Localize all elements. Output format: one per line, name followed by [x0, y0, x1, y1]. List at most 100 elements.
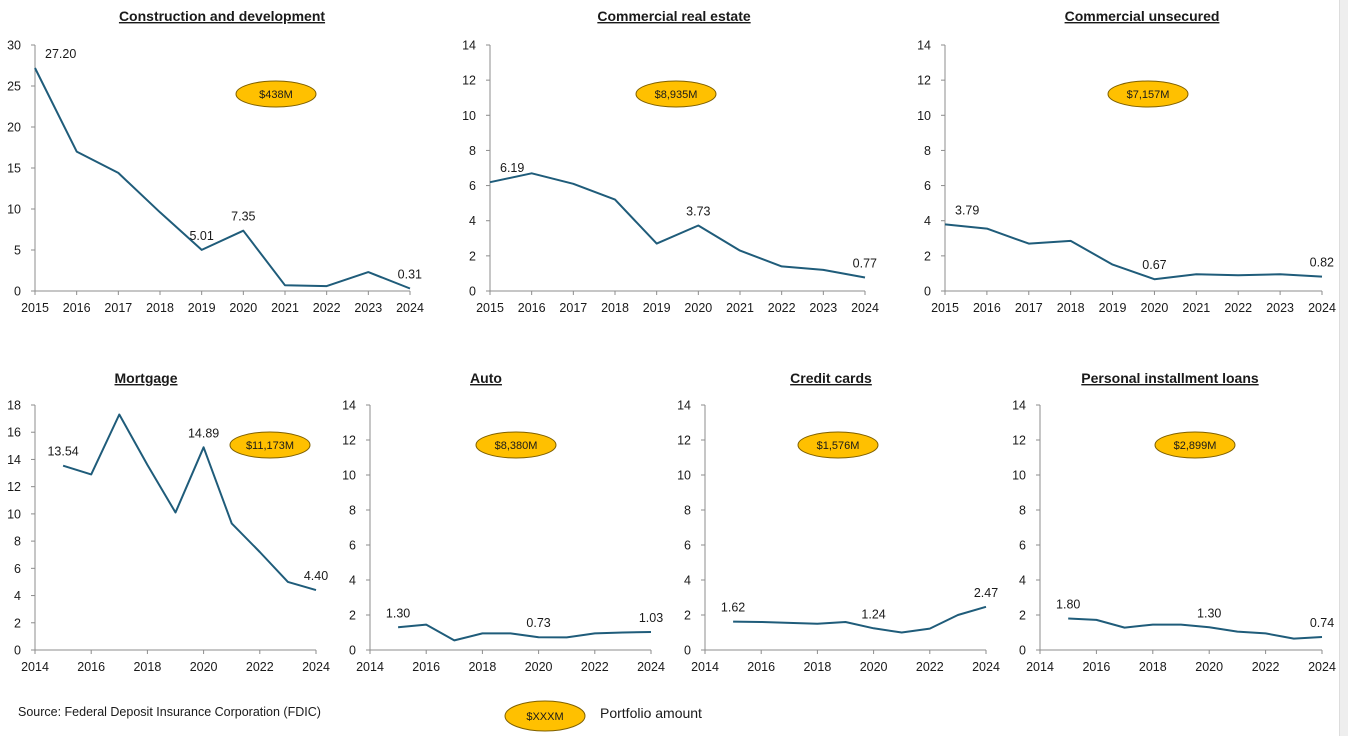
data-label: 6.19 — [500, 161, 524, 175]
y-tick-label: 6 — [14, 562, 21, 576]
data-label: 0.67 — [1142, 258, 1166, 272]
x-tick-label: 2022 — [1224, 301, 1252, 315]
x-tick-label: 2016 — [973, 301, 1001, 315]
y-tick-label: 16 — [7, 426, 21, 440]
y-tick-label: 4 — [924, 214, 931, 228]
y-tick-label: 8 — [924, 144, 931, 158]
y-tick-label: 14 — [677, 399, 691, 413]
y-tick-label: 8 — [1019, 504, 1026, 518]
y-tick-label: 2 — [684, 609, 691, 623]
y-tick-label: 10 — [462, 109, 476, 123]
x-tick-label: 2018 — [146, 301, 174, 315]
x-tick-label: 2022 — [768, 301, 796, 315]
y-tick-label: 12 — [1012, 434, 1026, 448]
data-label: 3.73 — [686, 204, 710, 218]
badge-label: $2,899M — [1174, 440, 1217, 452]
chart-title: Construction and development — [119, 8, 325, 24]
chart-title: Commercial real estate — [597, 8, 751, 24]
y-tick-label: 10 — [342, 469, 356, 483]
data-label: 0.31 — [398, 267, 422, 281]
chart-title: Mortgage — [115, 370, 178, 386]
x-tick-label: 2024 — [1308, 660, 1336, 674]
chart-title: Credit cards — [790, 370, 872, 386]
y-tick-label: 2 — [14, 616, 21, 630]
data-label: 1.62 — [721, 601, 745, 615]
chart-title: Commercial unsecured — [1065, 8, 1220, 24]
badge-label: $8,935M — [655, 89, 698, 101]
y-tick-label: 30 — [7, 39, 21, 53]
x-tick-label: 2016 — [412, 660, 440, 674]
series-line — [398, 623, 652, 642]
series-line — [62, 413, 317, 592]
y-tick-label: 8 — [684, 504, 691, 518]
y-tick-label: 0 — [14, 644, 21, 658]
y-tick-label: 12 — [342, 434, 356, 448]
legend-badge-ellipse — [504, 700, 586, 732]
y-tick-label: 0 — [684, 644, 691, 658]
series-line — [733, 605, 987, 634]
x-tick-label: 2018 — [468, 660, 496, 674]
data-label: 1.30 — [386, 606, 410, 620]
portfolio-badge: $8,380M — [475, 431, 557, 459]
x-tick-label: 2021 — [726, 301, 754, 315]
badge-ellipse — [1154, 431, 1236, 459]
y-tick-label: 6 — [469, 179, 476, 193]
portfolio-badge: $438M — [235, 80, 317, 108]
y-tick-label: 20 — [7, 121, 21, 135]
portfolio-badge: $1,576M — [797, 431, 879, 459]
x-tick-label: 2015 — [476, 301, 504, 315]
y-tick-label: 2 — [469, 249, 476, 263]
series-line — [34, 67, 411, 290]
x-tick-label: 2017 — [559, 301, 587, 315]
x-tick-label: 2014 — [21, 660, 49, 674]
y-tick-label: 18 — [7, 399, 21, 413]
y-tick-label: 6 — [349, 539, 356, 553]
data-label: 0.77 — [853, 256, 877, 270]
y-tick-label: 8 — [14, 535, 21, 549]
series-line — [1068, 617, 1323, 640]
y-tick-label: 8 — [469, 144, 476, 158]
series-line — [489, 172, 866, 279]
x-tick-label: 2022 — [1252, 660, 1280, 674]
data-label: 1.24 — [861, 607, 885, 621]
y-tick-label: 6 — [684, 539, 691, 553]
y-tick-label: 4 — [349, 574, 356, 588]
y-tick-label: 0 — [924, 285, 931, 299]
x-tick-label: 2016 — [747, 660, 775, 674]
x-tick-label: 2021 — [1182, 301, 1210, 315]
data-label: 7.35 — [231, 210, 255, 224]
x-tick-label: 2018 — [133, 660, 161, 674]
x-tick-label: 2024 — [302, 660, 330, 674]
y-tick-label: 8 — [349, 504, 356, 518]
data-label: 13.54 — [47, 445, 78, 459]
x-tick-label: 2020 — [1195, 660, 1223, 674]
x-tick-label: 2022 — [581, 660, 609, 674]
y-tick-label: 25 — [7, 80, 21, 94]
y-tick-label: 0 — [14, 285, 21, 299]
badge-ellipse — [635, 80, 717, 108]
badge-label: $1,576M — [817, 440, 860, 452]
y-tick-label: 12 — [7, 480, 21, 494]
chart-panel-1: Construction and development 0 5 10 15 20 25 30… — [7, 8, 424, 315]
chart-panel-2: Commercial real estate 0 2 4 6 8 10 12 14 2015 201… — [462, 8, 879, 315]
x-tick-label: 2018 — [1057, 301, 1085, 315]
chart-panel-7: Personal installment loans 0 2 4 6 8 10 12 14 201… — [1012, 370, 1336, 674]
portfolio-badge: $2,899M — [1154, 431, 1236, 459]
x-tick-label: 2014 — [356, 660, 384, 674]
y-tick-label: 4 — [469, 214, 476, 228]
x-tick-label: 2022 — [313, 301, 341, 315]
y-tick-label: 14 — [1012, 399, 1026, 413]
y-tick-label: 5 — [14, 244, 21, 258]
x-tick-label: 2018 — [803, 660, 831, 674]
x-tick-label: 2015 — [21, 301, 49, 315]
x-tick-label: 2017 — [1015, 301, 1043, 315]
y-tick-label: 4 — [684, 574, 691, 588]
y-tick-label: 0 — [1019, 644, 1026, 658]
data-label: 2.47 — [974, 586, 998, 600]
x-tick-label: 2022 — [916, 660, 944, 674]
x-tick-label: 2017 — [104, 301, 132, 315]
vertical-scrollbar[interactable] — [1339, 0, 1348, 736]
y-tick-label: 14 — [342, 399, 356, 413]
